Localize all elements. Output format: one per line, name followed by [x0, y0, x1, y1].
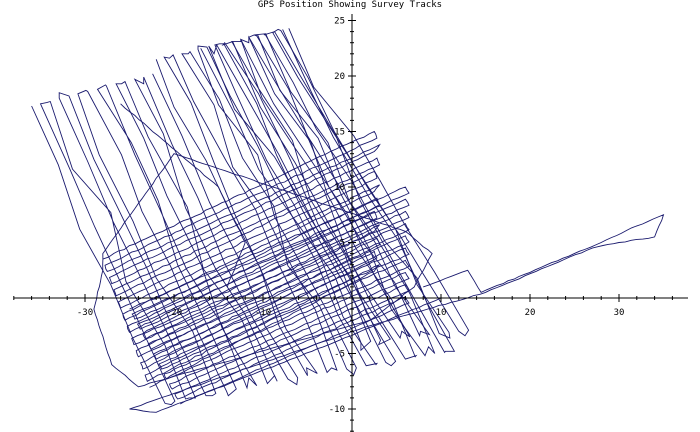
x-tick-label: -30	[77, 308, 93, 318]
survey-outline	[93, 153, 433, 388]
x-tick-label: 20	[525, 308, 536, 318]
chart-title: GPS Position Showing Survey Tracks	[257, 0, 443, 10]
y-tick-label: 20	[334, 72, 345, 82]
y-tick-label: 5	[340, 239, 345, 249]
transit-track	[129, 214, 665, 413]
survey-track-block-1	[31, 73, 299, 406]
x-tick-label: 30	[614, 308, 625, 318]
y-tick-label: 25	[334, 17, 345, 27]
y-tick-label: -10	[329, 405, 345, 415]
y-tick-label: 15	[334, 128, 345, 138]
survey-cross-lines-1	[102, 130, 381, 388]
x-tick-label: -10	[255, 308, 271, 318]
survey-track-block-2	[155, 29, 456, 376]
diagonal-transit	[120, 103, 246, 288]
survey-tracks	[31, 28, 665, 413]
y-tick-label: -5	[334, 350, 345, 360]
x-tick-label: -20	[166, 308, 182, 318]
survey-track-block-3	[200, 28, 470, 352]
x-tick-label: 10	[436, 308, 447, 318]
y-tick-label: 10	[334, 183, 345, 193]
axes: -30 -20 -10 10 20 30 -10 -5 5 10 15 20 25	[13, 14, 688, 432]
survey-cross-lines-2	[129, 186, 410, 405]
